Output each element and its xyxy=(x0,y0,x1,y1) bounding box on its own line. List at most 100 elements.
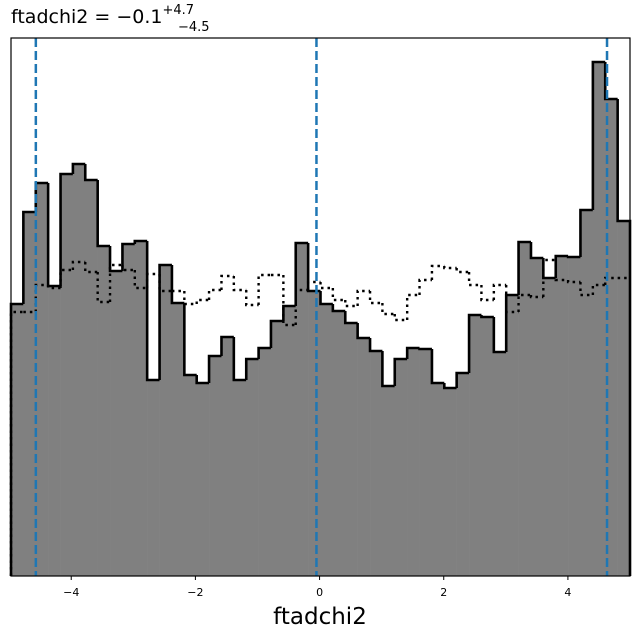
x-tick-label: −2 xyxy=(187,586,203,599)
hist-bar xyxy=(283,306,297,576)
hist-step-dotted xyxy=(306,280,321,290)
title-main: ftadchi2 = −0.1 xyxy=(11,6,163,28)
hist-edge xyxy=(591,60,606,210)
hist-edge xyxy=(504,293,519,352)
hist-bar xyxy=(332,311,346,576)
hist-bar xyxy=(246,359,259,576)
hist-step-dotted xyxy=(344,300,358,308)
hist-edge xyxy=(356,323,371,340)
hist-step-dotted xyxy=(368,291,383,305)
hist-bar xyxy=(431,383,445,576)
hist-bar xyxy=(48,286,61,576)
x-tick-label: 0 xyxy=(316,586,323,599)
hist-step-dotted xyxy=(579,282,593,297)
hist-bar xyxy=(72,164,86,576)
x-tick-label: 2 xyxy=(440,586,447,599)
hist-edge xyxy=(319,291,333,306)
hist-step-dotted xyxy=(245,290,259,307)
hist-bar xyxy=(543,278,557,576)
hist-edge xyxy=(145,241,160,382)
hist-edge xyxy=(331,304,346,313)
hist-bar xyxy=(394,359,408,576)
hist-edge xyxy=(566,255,581,259)
hist-bar xyxy=(184,375,197,576)
hist-edge xyxy=(343,311,358,325)
hist-bar xyxy=(85,180,98,576)
hist-bar xyxy=(456,373,470,576)
hist-bar xyxy=(23,212,37,576)
hist-edge xyxy=(418,347,432,351)
hist-step-dotted xyxy=(381,303,395,316)
hist-step-dotted xyxy=(393,314,408,322)
hist-edge xyxy=(306,243,321,293)
hist-bar xyxy=(171,303,185,576)
hist-bar xyxy=(35,183,49,576)
hist-edge xyxy=(71,162,86,174)
hist-edge xyxy=(195,375,210,385)
hist-step-dotted xyxy=(195,298,210,304)
hist-step-dotted xyxy=(331,288,346,302)
hist-step-dotted xyxy=(183,291,197,306)
hist-edge xyxy=(294,241,309,306)
hist-step-dotted xyxy=(46,285,61,290)
hist-step-dotted xyxy=(430,264,445,280)
hist-bar xyxy=(419,349,433,576)
hist-bar xyxy=(258,348,272,576)
hist-edge xyxy=(467,313,482,373)
hist-edge xyxy=(443,383,457,390)
hist-step-dotted xyxy=(554,260,569,282)
hist-bar xyxy=(580,210,594,576)
hist-bar xyxy=(592,62,606,576)
hist-bar xyxy=(382,386,396,576)
hist-step-dotted xyxy=(443,266,457,270)
hist-edge xyxy=(542,258,556,280)
hist-bar xyxy=(568,257,581,576)
hist-bar xyxy=(469,315,482,576)
hist-bar xyxy=(122,244,136,576)
hist-edge xyxy=(529,242,544,260)
hist-step-dotted xyxy=(121,265,135,272)
hist-edge xyxy=(183,303,197,377)
hist-bar xyxy=(196,383,210,576)
hist-edge xyxy=(492,317,507,354)
hist-bar xyxy=(147,380,160,576)
hist-edge xyxy=(257,346,271,359)
hist-edge xyxy=(430,349,445,385)
hist-bar xyxy=(530,258,544,576)
hist-step-dotted xyxy=(145,272,160,288)
hist-edge xyxy=(220,335,234,356)
hist-bar xyxy=(617,221,631,576)
plot-frame xyxy=(10,37,631,577)
hist-edge xyxy=(603,62,618,101)
hist-edge xyxy=(579,208,593,257)
hist-edge xyxy=(405,346,420,359)
hist-edge xyxy=(455,371,470,388)
hist-bar xyxy=(308,291,321,576)
hist-edge xyxy=(96,180,111,248)
hist-bar xyxy=(110,271,123,576)
hist-bar xyxy=(221,337,235,576)
hist-bar xyxy=(60,174,74,576)
hist-edge xyxy=(207,354,222,383)
hist-step-dotted xyxy=(529,295,544,299)
hist-bar xyxy=(518,242,532,576)
hist-bar xyxy=(357,338,371,576)
hist-bar xyxy=(493,352,507,576)
hist-edge xyxy=(232,337,247,382)
hist-edge xyxy=(108,246,123,273)
hist-edge xyxy=(83,164,98,182)
x-tick-label: 4 xyxy=(564,586,571,599)
hist-bar xyxy=(134,241,148,576)
hist-step-dotted xyxy=(455,268,470,274)
title-lower: −4.5 xyxy=(178,20,210,35)
hist-bar xyxy=(97,246,111,576)
hist-edge xyxy=(46,183,61,288)
hist-step-dotted xyxy=(294,288,309,325)
hist-step-dotted xyxy=(418,278,432,295)
hist-edge xyxy=(158,263,172,380)
hist-bar xyxy=(233,380,247,576)
hist-bar xyxy=(370,351,383,576)
hist-step-dotted xyxy=(133,270,148,290)
hist-step-dotted xyxy=(505,285,519,314)
